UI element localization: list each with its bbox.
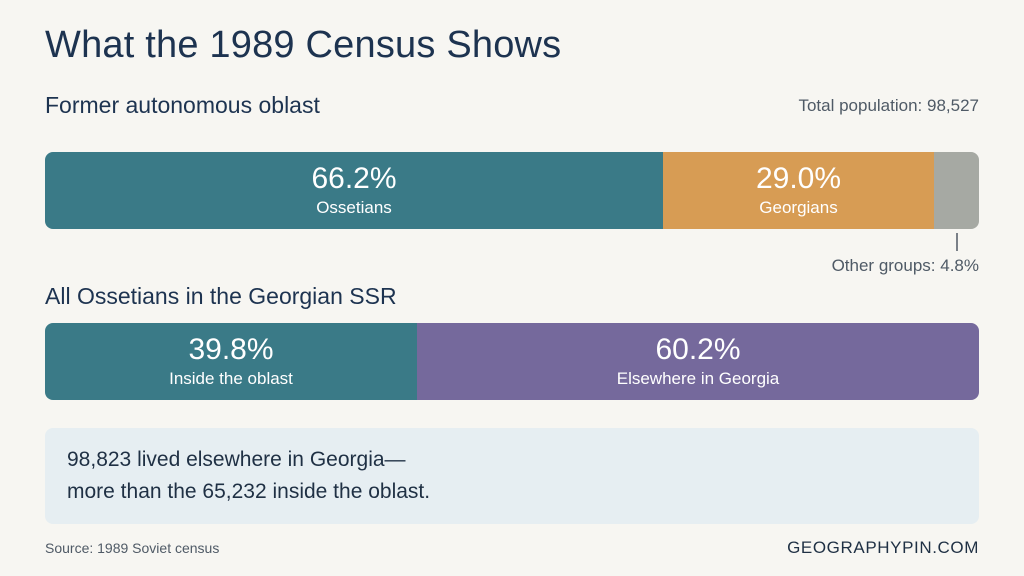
- chart2-title: All Ossetians in the Georgian SSR: [45, 283, 397, 309]
- chart1-title: Former autonomous oblast: [45, 92, 320, 118]
- bar-segment-other-groups: [934, 152, 979, 229]
- summary-note: 98,823 lived elsewhere in Georgia— more …: [45, 428, 979, 524]
- ossetians-distribution-bar: 39.8% Inside the oblast 60.2% Elsewhere in …: [45, 323, 979, 400]
- brand-wordmark: GEOGRAPHYPIN.COM: [787, 538, 979, 557]
- bar-segment-ossetians: 66.2% Ossetians: [45, 152, 663, 229]
- segment-name-label: Ossetians: [316, 198, 392, 217]
- segment-percent-label: 66.2%: [311, 162, 397, 195]
- page-title: What the 1989 Census Shows: [45, 24, 562, 66]
- note-line-2: more than the 65,232 inside the oblast.: [67, 480, 431, 503]
- segment-percent-label: 60.2%: [655, 333, 741, 366]
- other-groups-leader-line: [955, 233, 958, 251]
- source-caption: Source: 1989 Soviet census: [45, 540, 220, 556]
- oblast-population-bar: 66.2% Ossetians 29.0% Georgians: [45, 152, 979, 229]
- segment-name-label: Elsewhere in Georgia: [616, 369, 780, 388]
- segment-name-label: Inside the oblast: [169, 369, 293, 388]
- segment-percent-label: 39.8%: [188, 333, 274, 366]
- bar-segment-georgians: 29.0% Georgians: [663, 152, 934, 229]
- total-population-label: Total population: 98,527: [798, 96, 979, 115]
- segment-name-label: Georgians: [759, 198, 838, 217]
- note-line-1: 98,823 lived elsewhere in Georgia—: [67, 448, 406, 471]
- bar-segment-inside-the-oblast: 39.8% Inside the oblast: [45, 323, 417, 400]
- bar-segment-elsewhere-in-georgia: 60.2% Elsewhere in Georgia: [417, 323, 979, 400]
- other-groups-label: Other groups: 4.8%: [831, 256, 979, 275]
- segment-percent-label: 29.0%: [755, 162, 842, 195]
